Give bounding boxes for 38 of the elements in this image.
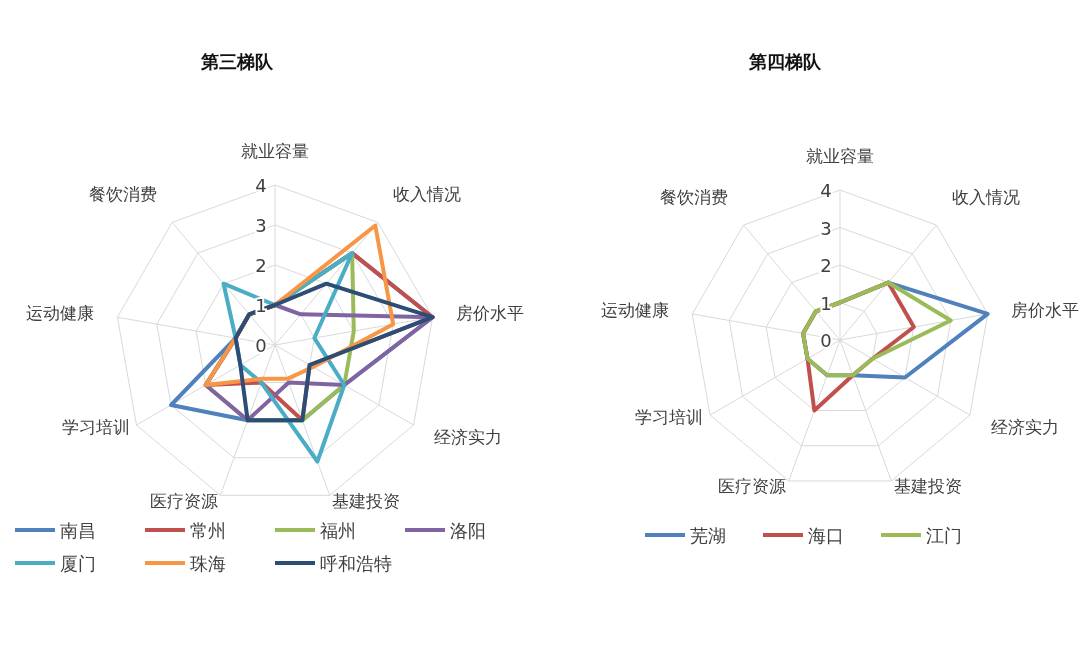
spoke-label: 房价水平 bbox=[1011, 299, 1080, 320]
spoke-label: 学习培训 bbox=[635, 407, 704, 427]
legend-label: 常州 bbox=[190, 520, 226, 541]
spoke-label: 基建投资 bbox=[332, 490, 401, 511]
spoke-label: 运动健康 bbox=[25, 303, 94, 324]
legend-label: 江门 bbox=[926, 525, 962, 546]
spoke-label: 医疗资源 bbox=[717, 476, 786, 497]
spoke-label: 就业容量 bbox=[241, 141, 309, 161]
legend-label: 厦门 bbox=[60, 553, 96, 574]
spoke-label: 就业容量 bbox=[806, 146, 874, 166]
spoke-label: 医疗资源 bbox=[149, 490, 218, 511]
spoke-label: 房价水平 bbox=[456, 303, 525, 324]
spoke-label: 学习培训 bbox=[61, 417, 130, 437]
legend-label: 芜湖 bbox=[690, 525, 726, 546]
legend-label: 南昌 bbox=[60, 520, 96, 541]
y-tick-label: 4 bbox=[255, 175, 267, 196]
spoke-label: 收入情况 bbox=[393, 184, 462, 205]
spoke-label: 经济实力 bbox=[990, 417, 1059, 437]
y-tick-label: 2 bbox=[255, 255, 267, 276]
spoke-label: 餐饮消费 bbox=[660, 186, 729, 207]
legend-label: 福州 bbox=[320, 520, 356, 541]
legend-label: 呼和浩特 bbox=[320, 553, 392, 574]
y-tick-label: 3 bbox=[820, 217, 832, 239]
chart-title: 第四梯队 bbox=[748, 51, 822, 72]
spoke-label: 收入情况 bbox=[951, 186, 1020, 207]
legend-label: 珠海 bbox=[190, 553, 226, 574]
spoke-label: 餐饮消费 bbox=[88, 184, 157, 205]
chart-title: 第三梯队 bbox=[200, 51, 274, 72]
y-tick-label: 4 bbox=[820, 180, 832, 201]
legend-label: 海口 bbox=[808, 525, 844, 546]
spoke-label: 经济实力 bbox=[434, 427, 503, 447]
y-tick-label: 2 bbox=[820, 255, 832, 276]
spoke-label: 运动健康 bbox=[600, 299, 669, 320]
y-tick-label: 0 bbox=[820, 330, 832, 351]
legend-label: 洛阳 bbox=[450, 520, 486, 541]
spoke-label: 基建投资 bbox=[894, 476, 963, 497]
y-tick-label: 3 bbox=[255, 215, 267, 236]
y-tick-label: 0 bbox=[255, 335, 267, 356]
